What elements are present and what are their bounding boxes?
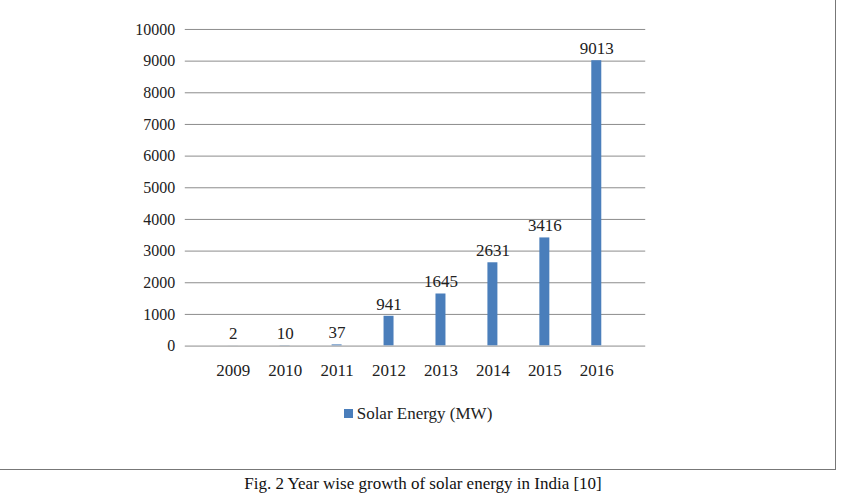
svg-text:5000: 5000: [143, 179, 175, 196]
svg-text:941: 941: [376, 295, 401, 314]
html-text:Fig. 2 Year wise growth of sol: Fig. 2 Year wise growth of solar energy …: [244, 474, 602, 493]
svg-text:4000: 4000: [143, 211, 175, 228]
svg-text:2016: 2016: [580, 361, 614, 380]
svg-text:3416: 3416: [528, 216, 562, 235]
svg-text:2012: 2012: [372, 361, 406, 380]
svg-text:2013: 2013: [424, 361, 458, 380]
svg-text:2000: 2000: [143, 274, 175, 291]
svg-text:1000: 1000: [143, 306, 175, 323]
svg-text:2011: 2011: [320, 361, 353, 380]
svg-text:37: 37: [329, 323, 346, 342]
html-text:Solar Energy (MW): Solar Energy (MW): [356, 404, 493, 423]
svg-text:10000: 10000: [135, 21, 175, 38]
svg-text:2631: 2631: [476, 241, 510, 260]
svg-text:0: 0: [167, 337, 175, 354]
svg-text:2014: 2014: [476, 361, 510, 380]
svg-text:2009: 2009: [216, 361, 250, 380]
svg-text:9000: 9000: [143, 52, 175, 69]
svg-text:10: 10: [277, 324, 294, 343]
svg-text:9013: 9013: [580, 39, 614, 58]
svg-text:1645: 1645: [424, 272, 458, 291]
svg-text:7000: 7000: [143, 116, 175, 133]
svg-text:8000: 8000: [143, 84, 175, 101]
svg-text:3000: 3000: [143, 242, 175, 259]
svg-text:2010: 2010: [268, 361, 302, 380]
svg-text:2015: 2015: [528, 361, 562, 380]
svg-text:6000: 6000: [143, 147, 175, 164]
svg-text:2: 2: [229, 324, 237, 343]
